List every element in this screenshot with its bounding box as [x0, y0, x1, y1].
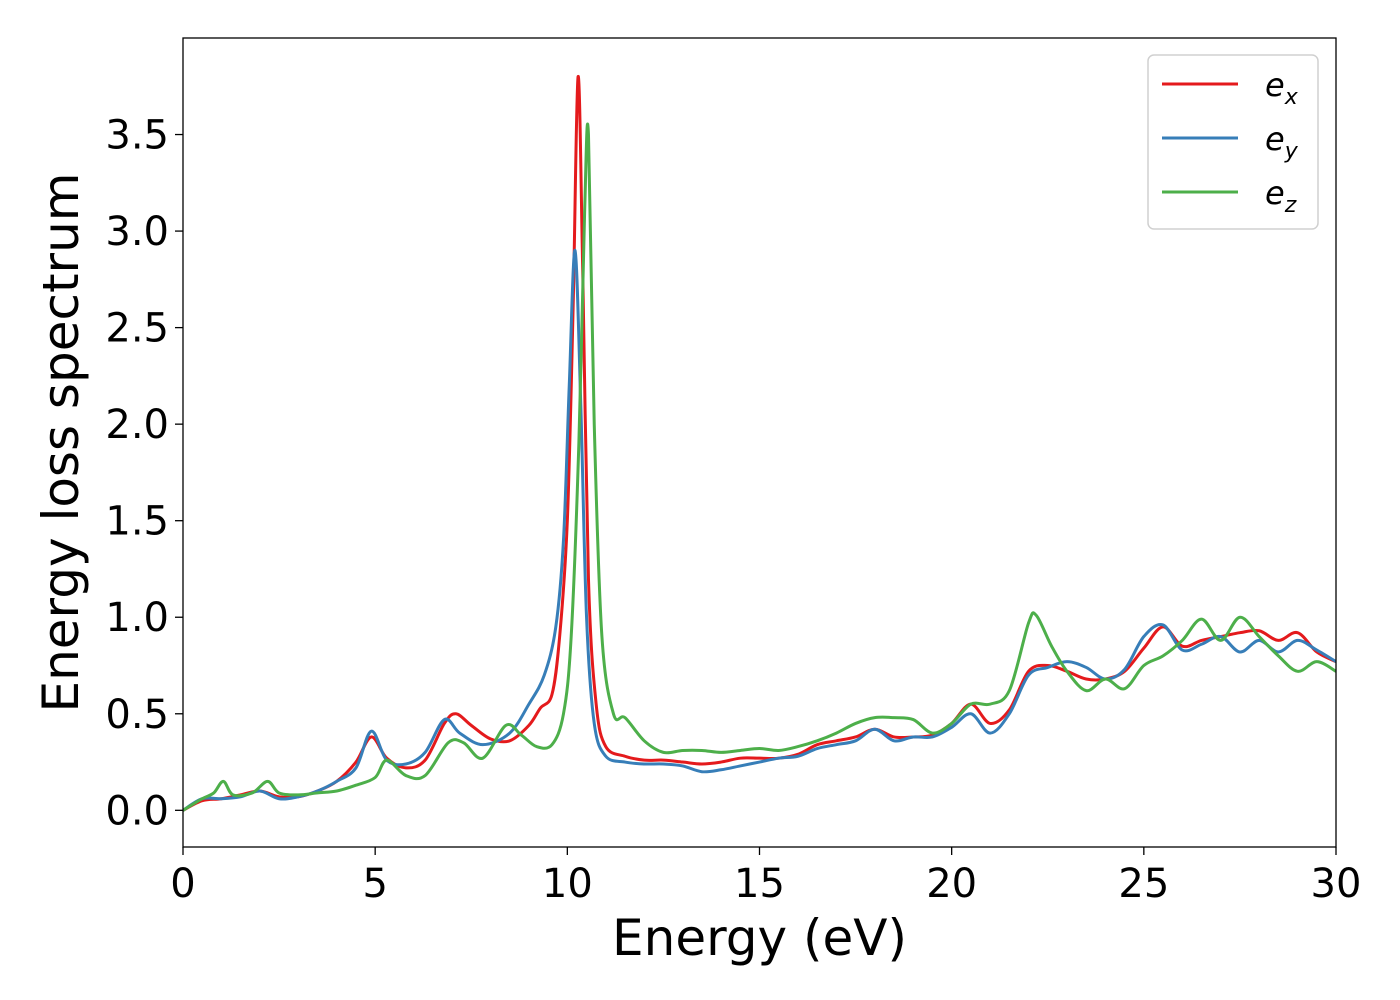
series-line-ez [183, 122, 1336, 812]
y-tick-label: 2.0 [105, 402, 169, 448]
x-tick-label: 5 [362, 861, 387, 907]
x-tick-label: 30 [1311, 861, 1362, 907]
y-tick-label: 1.0 [105, 595, 169, 641]
x-tick-label: 15 [734, 861, 785, 907]
x-tick-label: 25 [1118, 861, 1169, 907]
y-axis-label: Energy loss spectrum [32, 172, 90, 712]
legend-box [1147, 54, 1319, 230]
x-tick-label: 20 [926, 861, 977, 907]
y-tick-label: 3.0 [105, 209, 169, 255]
x-tick-label: 10 [542, 861, 593, 907]
y-axis-ticks: 0.0 0.5 1.0 1.5 2.0 2.5 3.0 3.5 [105, 113, 183, 834]
y-tick-label: 0.5 [105, 692, 169, 738]
series-layer [183, 75, 1336, 812]
x-axis-ticks: 0 5 10 15 20 25 30 [170, 847, 1361, 907]
x-axis-label: Energy (eV) [612, 909, 907, 967]
series-line-ey [183, 248, 1336, 812]
y-tick-label: 1.5 [105, 499, 169, 545]
y-tick-label: 0.0 [105, 788, 169, 834]
y-tick-label: 3.5 [105, 113, 169, 159]
x-tick-label: 0 [170, 861, 195, 907]
y-tick-label: 2.5 [105, 306, 169, 352]
